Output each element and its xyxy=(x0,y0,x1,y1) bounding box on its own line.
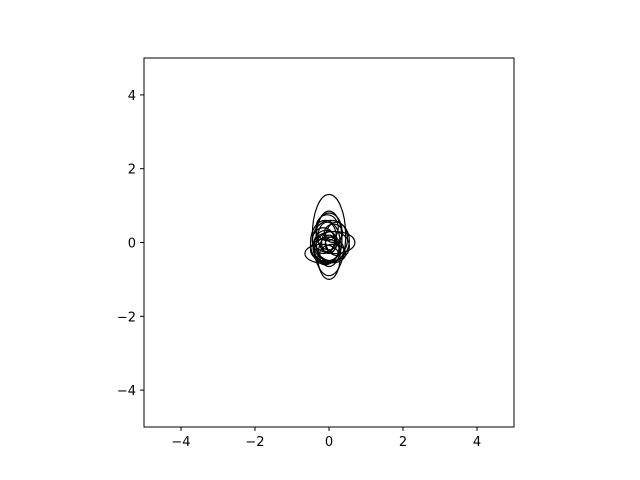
ellipse-19 xyxy=(315,214,339,242)
y-tick-label: 2 xyxy=(128,163,136,178)
axes-frame xyxy=(143,57,515,428)
y-tick-label: 0 xyxy=(128,237,136,252)
ellipse-0 xyxy=(311,193,347,277)
x-tick-label: −2 xyxy=(245,435,264,450)
ellipse-2 xyxy=(317,234,341,281)
ticks-layer: −4 −2 0 2 4 −4 −2 0 2 4 xyxy=(117,89,481,450)
x-tick-label: 0 xyxy=(325,435,333,450)
x-tick-label: −4 xyxy=(171,435,190,450)
y-tick-label: 4 xyxy=(128,89,136,104)
ellipse-15 xyxy=(323,223,344,244)
x-tick-label: 2 xyxy=(399,435,407,450)
ellipse-18 xyxy=(313,236,345,264)
ellipse-17 xyxy=(311,219,350,262)
ellipse-8 xyxy=(309,219,341,266)
y-tick-label: −4 xyxy=(117,384,136,399)
x-tick-label: 4 xyxy=(473,435,481,450)
y-tick-label: −2 xyxy=(117,310,136,325)
ellipse-layer xyxy=(304,193,356,281)
ellipse-1 xyxy=(315,210,343,268)
